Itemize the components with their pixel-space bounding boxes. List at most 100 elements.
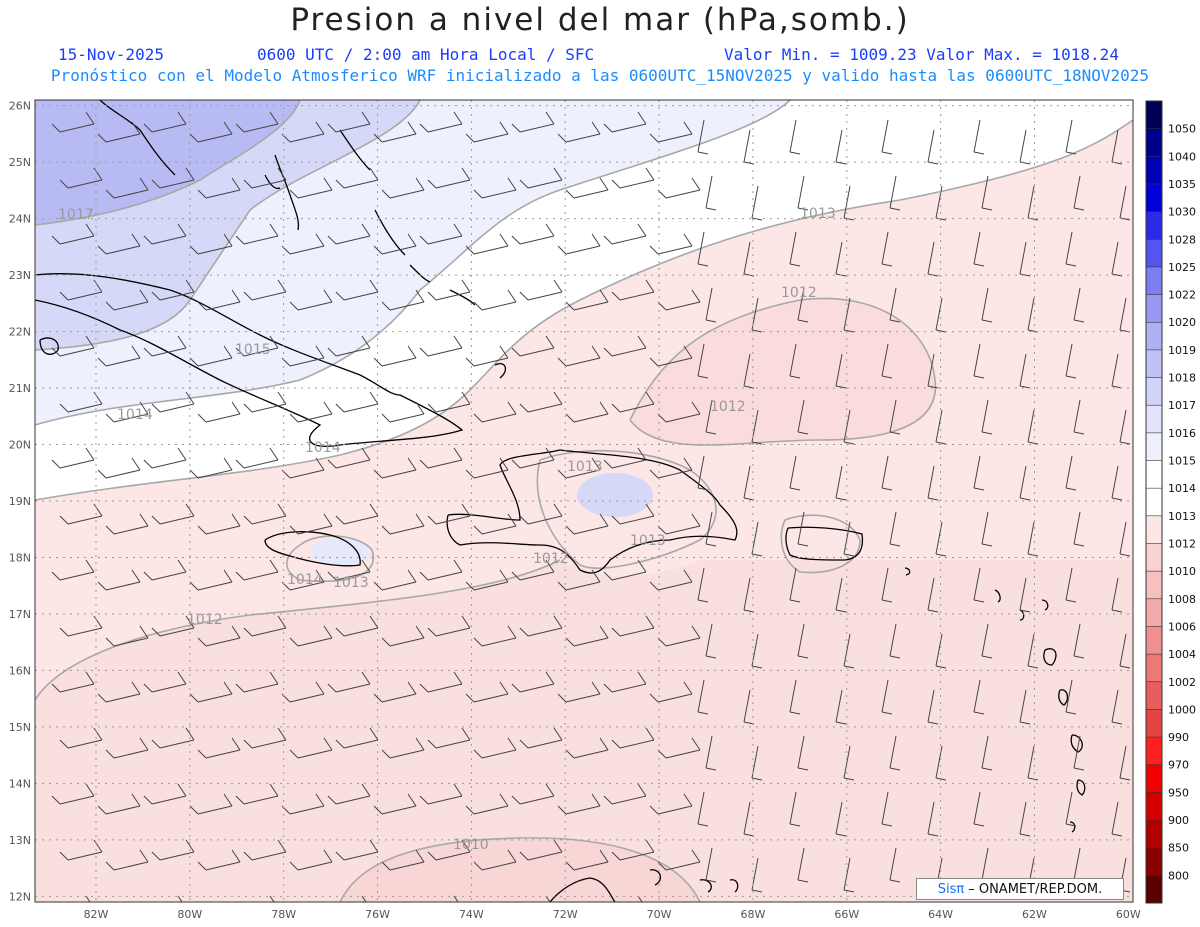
colorbar-label: 1040	[1168, 150, 1196, 163]
lat-label: 16N	[9, 664, 31, 677]
wind-barb	[189, 345, 233, 367]
colorbar-label: 1014	[1168, 482, 1196, 495]
wind-barb	[243, 839, 287, 861]
wind-barb	[611, 727, 655, 749]
wind-barb	[235, 559, 279, 581]
lon-label: 76W	[365, 908, 390, 921]
colorbar-label: 800	[1168, 869, 1189, 882]
colorbar-swatch	[1146, 515, 1162, 544]
wind-barb	[565, 625, 609, 647]
colorbar-swatch	[1146, 847, 1162, 876]
wind-barb	[197, 513, 241, 535]
wind-barb	[705, 511, 717, 547]
lon-label: 80W	[177, 908, 202, 921]
contour-label: 1012	[187, 612, 223, 628]
wind-barb	[789, 455, 801, 491]
wind-barb	[1073, 399, 1085, 435]
wind-barb	[927, 465, 939, 501]
wind-barb	[835, 801, 847, 837]
wind-barb	[151, 727, 195, 749]
wind-barb	[611, 615, 655, 637]
wind-barb	[1111, 241, 1123, 277]
wind-barb	[835, 353, 847, 389]
colorbar-swatch	[1146, 820, 1162, 849]
contour-labels: 1017 1015 1014 1013 1014 1012 1012 1013 …	[58, 206, 836, 853]
wind-barb	[59, 391, 103, 413]
wind-barb	[789, 119, 801, 155]
wind-barb	[519, 727, 563, 749]
wind-barb	[1073, 511, 1085, 547]
wind-barb	[611, 279, 655, 301]
wind-barb	[981, 735, 993, 771]
wind-barb	[473, 625, 517, 647]
wind-barb	[105, 513, 149, 535]
credit-text: – ONAMET/REP.DOM.	[968, 881, 1103, 897]
wind-barb	[557, 569, 601, 591]
wind-barb	[1019, 241, 1031, 277]
wind-barb	[927, 577, 939, 613]
wind-barb	[51, 335, 95, 357]
colorbar-label: 1012	[1168, 537, 1196, 550]
wind-barb	[289, 849, 333, 871]
wind-barb	[1119, 633, 1131, 669]
colorbar-label: 1002	[1168, 676, 1196, 689]
wind-barb	[189, 233, 233, 255]
wind-barb	[881, 567, 893, 603]
wind-barb	[235, 671, 279, 693]
wind-barb	[973, 791, 985, 827]
wind-barb	[511, 559, 555, 581]
wind-barb	[335, 167, 379, 189]
wind-barb	[1027, 409, 1039, 445]
wind-barb	[1027, 745, 1039, 781]
wind-barb	[881, 455, 893, 491]
wind-barb	[143, 559, 187, 581]
wind-barb	[881, 343, 893, 379]
wind-barb	[419, 111, 463, 133]
wind-barb	[235, 447, 279, 469]
colorbar-frame	[1145, 100, 1163, 904]
wind-barb	[473, 849, 517, 871]
wind-barb	[143, 447, 187, 469]
map-title: Presion a nivel del mar (hPa,somb.)	[290, 2, 910, 38]
wind-barb	[59, 839, 103, 861]
wind-barb	[889, 623, 901, 659]
colorbar-swatch	[1146, 654, 1162, 683]
wind-barb	[235, 111, 279, 133]
wind-barb	[151, 391, 195, 413]
wind-barb	[649, 569, 693, 591]
wind-barb	[1027, 521, 1039, 557]
wind-barb	[335, 503, 379, 525]
lon-label: 70W	[647, 908, 672, 921]
colorbar-swatch	[1146, 294, 1162, 323]
wind-barb	[565, 289, 609, 311]
wind-barb	[97, 121, 141, 143]
wind-barb	[465, 681, 509, 703]
wind-barb	[465, 569, 509, 591]
wind-barb	[473, 289, 517, 311]
colorbar-swatch	[1146, 792, 1162, 821]
lon-label: 68W	[740, 908, 765, 921]
wind-barb	[797, 847, 809, 883]
wind-barb	[197, 625, 241, 647]
wind-barb	[835, 689, 847, 725]
wind-barb	[335, 391, 379, 413]
wind-barb	[51, 559, 95, 581]
wind-barb	[177, 895, 183, 902]
colorbar-swatch	[1146, 571, 1162, 600]
wind-barb	[465, 233, 509, 255]
colorbar-swatch	[1146, 598, 1162, 627]
wind-barb	[151, 279, 195, 301]
wind-barb	[889, 287, 901, 323]
wind-barb	[649, 793, 693, 815]
wind-barb	[85, 895, 91, 902]
wind-barb	[105, 849, 149, 871]
wind-barb	[327, 223, 371, 245]
wind-barb	[465, 793, 509, 815]
wind-barb	[511, 447, 555, 469]
wind-barb	[705, 735, 717, 771]
wind-barb	[649, 681, 693, 703]
wind-barb	[881, 791, 893, 827]
lon-label: 64W	[928, 908, 953, 921]
wind-barb	[453, 895, 459, 902]
wind-barb	[881, 679, 893, 715]
